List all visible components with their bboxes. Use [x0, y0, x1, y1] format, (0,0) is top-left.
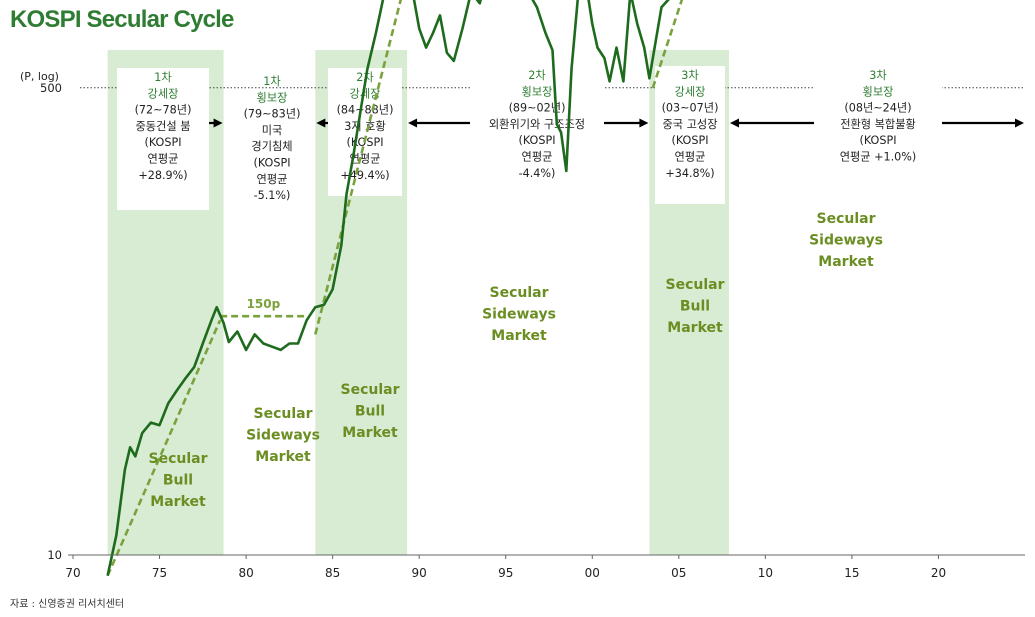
period-card-line: 강세장 — [350, 87, 381, 100]
market-label: Secular — [490, 285, 549, 301]
x-tick-label: 15 — [844, 566, 859, 580]
market-label: Market — [667, 320, 723, 336]
period-card-bg-0 — [117, 68, 209, 210]
period-card-line: (72~78년) — [135, 104, 192, 117]
period-card-line: 연평균 — [522, 151, 553, 164]
market-label: Secular — [666, 277, 725, 293]
x-tick-label: 00 — [585, 566, 600, 580]
y-axis-unit: (P, log) — [20, 70, 59, 83]
trend-label: 150p — [247, 297, 281, 311]
market-label: Sideways — [482, 307, 556, 323]
period-card-line: 연평균 — [675, 151, 706, 164]
period-card-line: (KOSPI — [518, 134, 555, 147]
period-card-line: -5.1%) — [254, 189, 291, 202]
period-arrow-head-left — [316, 118, 326, 128]
x-tick-label: 95 — [498, 566, 513, 580]
period-card-line: (KOSPI — [671, 134, 708, 147]
market-label: Secular — [341, 382, 400, 398]
x-tick-label: 75 — [152, 566, 167, 580]
x-tick-label: 05 — [671, 566, 686, 580]
period-card-line: +49.4%) — [340, 169, 389, 182]
period-card-line: (79~83년) — [244, 108, 301, 121]
period-card-line: 미국 — [262, 124, 283, 137]
period-card-line: 중동건설 붐 — [135, 120, 190, 133]
series-layer — [106, 0, 670, 576]
market-label: Market — [491, 328, 547, 344]
axes: 105001,0002,0003,000(P, log)707580859095… — [20, 70, 1025, 580]
x-tick-label: 80 — [238, 566, 253, 580]
market-label: Secular — [254, 406, 313, 422]
period-card-line: (KOSPI — [859, 134, 896, 147]
market-label: Market — [818, 254, 874, 270]
period-card-line: 연평균 — [148, 153, 179, 166]
period-card-line: 경기침체 — [251, 139, 292, 153]
chart-title: KOSPI Secular Cycle — [10, 6, 234, 33]
period-arrow-head-left — [408, 118, 418, 128]
period-card-line: 강세장 — [148, 87, 179, 100]
period-card-line: (03~07년) — [662, 102, 719, 115]
period-card-line: 1차 — [263, 75, 280, 88]
market-label: Sideways — [246, 428, 320, 444]
period-card-line: -4.4%) — [519, 167, 556, 180]
x-tick-label: 70 — [65, 566, 80, 580]
market-label: Bull — [163, 473, 193, 489]
market-labels: Secular Bull Market Secular Sideways Market Se… — [149, 211, 883, 510]
period-card-line: 강세장 — [675, 85, 706, 98]
period-card-line: (KOSPI — [144, 136, 181, 149]
x-tick-label: 85 — [325, 566, 340, 580]
period-card-line: 전환형 복합불황 — [840, 118, 916, 131]
period-arrow-head-right — [1015, 118, 1024, 128]
period-arrow-head-right — [639, 118, 649, 128]
period-card-line: (84~88년) — [337, 104, 394, 117]
market-label: Bull — [355, 404, 385, 420]
y-tick-label: 10 — [47, 548, 62, 562]
period-card-line: 3차 — [869, 69, 886, 82]
trend-line-0 — [106, 319, 222, 577]
period-card-line: 중국 고성장 — [662, 118, 717, 131]
period-card-line: 1차 — [154, 71, 171, 84]
market-label: Bull — [680, 299, 710, 315]
x-tick-label: 10 — [758, 566, 773, 580]
period-card-bg-4 — [655, 66, 725, 204]
period-card-line: 횡보장 — [257, 91, 288, 104]
market-label: Market — [255, 449, 311, 465]
market-label: Sideways — [809, 233, 883, 249]
period-card-line: (89~02년) — [509, 102, 566, 115]
market-label: Market — [342, 425, 398, 441]
market-label: Secular — [817, 211, 876, 227]
period-card-line: 3저 호황 — [344, 120, 386, 133]
period-card-line: 외환위기와 구조조정 — [489, 118, 585, 131]
period-card-line: +28.9%) — [138, 169, 187, 182]
period-card-bg-3 — [470, 66, 604, 184]
y-tick-label: 500 — [40, 81, 62, 95]
period-arrow-head-right — [213, 118, 223, 128]
source-note: 자료 : 신영증권 리서치센터 — [10, 599, 125, 610]
period-card-line: 연평균 — [257, 173, 288, 186]
market-label: Secular — [149, 451, 208, 467]
market-label: Market — [150, 494, 206, 510]
period-card-line: 3차 — [681, 69, 698, 82]
period-card-line: 횡보장 — [522, 85, 553, 98]
x-tick-label: 20 — [931, 566, 946, 580]
period-card-line: 횡보장 — [863, 85, 894, 98]
period-card-line: 연평균 — [350, 153, 381, 166]
period-card-bg-5 — [814, 66, 942, 170]
kospi-line — [106, 0, 670, 576]
period-card-line: +34.8%) — [665, 167, 714, 180]
trend-line-4 — [651, 0, 684, 89]
period-card-line: (KOSPI — [253, 157, 290, 170]
period-card-line: 연평균 +1.0%) — [840, 151, 917, 164]
trend-line-2 — [314, 0, 403, 335]
x-tick-label: 90 — [412, 566, 427, 580]
period-card-line: (08년~24년) — [844, 102, 911, 115]
period-card-line: 2차 — [528, 69, 545, 82]
period-arrow-head-left — [730, 118, 740, 128]
